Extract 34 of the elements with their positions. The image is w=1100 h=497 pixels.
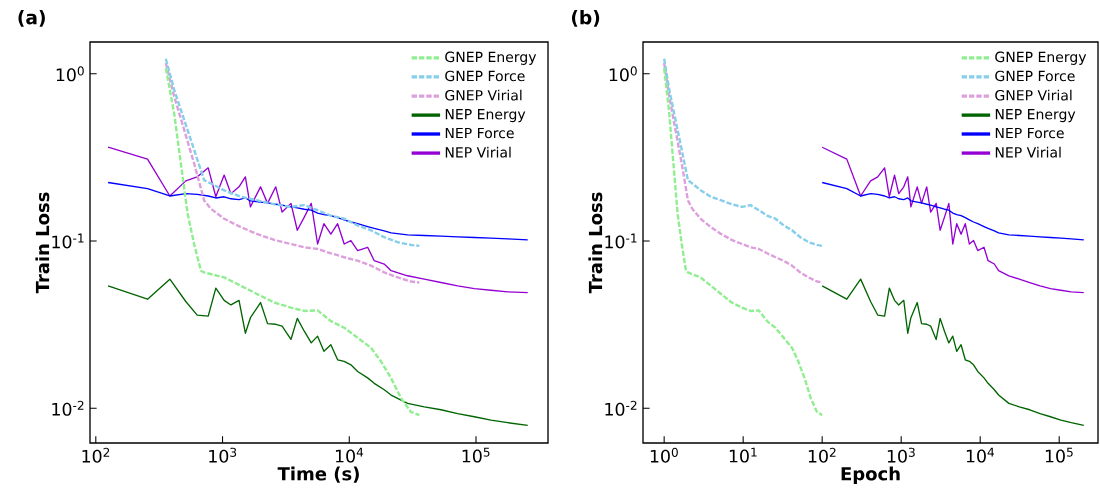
y-tick-label: 10$^{-2}$ [52, 400, 84, 416]
x-tick-label: 10$^{2}$ [82, 447, 110, 463]
x-tick-label: 10$^{3}$ [887, 447, 915, 463]
legend-label: GNEP Virial [445, 89, 522, 101]
x-axis-title: Time (s) [277, 466, 359, 483]
y-tick-label: 10$^{-2}$ [605, 400, 637, 416]
y-tick-label: 10$^{0}$ [609, 66, 637, 82]
x-tick-label: 10$^{4}$ [966, 447, 995, 463]
y-axis-title: Train Loss [588, 192, 603, 294]
legend-label: GNEP Force [995, 70, 1075, 82]
legend-label: NEP Force [445, 127, 514, 139]
legend-label: GNEP Energy [995, 51, 1087, 65]
legend-label: NEP Virial [445, 146, 511, 158]
x-tick-label: 10$^{2}$ [808, 447, 836, 463]
y-tick-label: 10$^{0}$ [56, 66, 84, 82]
x-tick-label: 10$^{4}$ [335, 447, 364, 463]
x-tick-label: 10$^{0}$ [650, 447, 678, 463]
legend-label: GNEP Force [445, 70, 525, 82]
x-axis-title: Epoch [841, 466, 900, 485]
y-tick-label: 10$^{-1}$ [605, 233, 637, 249]
x-tick-label: 10$^{5}$ [462, 447, 490, 463]
legend-label: NEP Force [995, 127, 1064, 139]
legend-label: NEP Energy [445, 109, 526, 123]
legend-label: NEP Energy [995, 109, 1076, 123]
legend-label: GNEP Energy [445, 51, 537, 65]
x-tick-label: 10$^{3}$ [209, 447, 237, 463]
x-tick-label: 10$^{1}$ [729, 447, 757, 463]
chart-title: (b) [571, 9, 600, 27]
legend-label: GNEP Virial [995, 89, 1072, 101]
x-tick-label: 10$^{5}$ [1045, 447, 1073, 463]
chart-title: (a) [18, 9, 45, 27]
y-axis-title: Train Loss [35, 192, 50, 294]
legend-label: NEP Virial [995, 146, 1061, 158]
y-tick-label: 10$^{-1}$ [52, 233, 84, 249]
